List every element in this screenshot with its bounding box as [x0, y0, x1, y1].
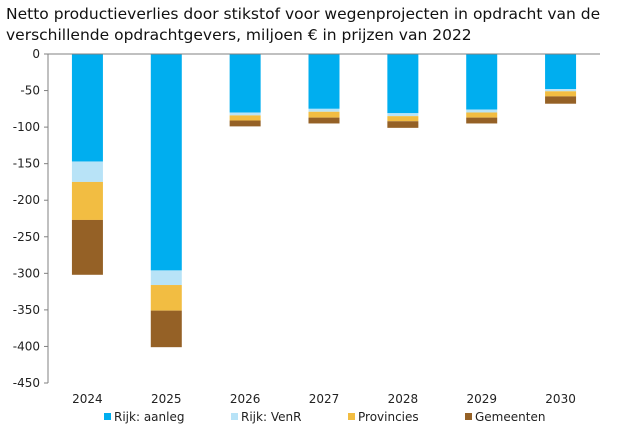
y-tick-label: -300 — [13, 266, 40, 280]
bar-2026-series-0 — [229, 54, 261, 113]
bar-2028-series-3 — [387, 121, 419, 128]
legend-swatch-0 — [104, 413, 111, 420]
legend-label-0: Rijk: aanleg — [114, 410, 184, 424]
y-tick-label: -250 — [13, 230, 40, 244]
bars-layer — [71, 54, 577, 348]
bar-2028-series-0 — [387, 54, 419, 114]
x-tick-label: 2026 — [230, 392, 261, 406]
y-tick-label: -50 — [20, 84, 40, 98]
chart-title: Netto productieverlies door stikstof voo… — [6, 5, 601, 44]
y-tick-label: -200 — [13, 193, 40, 207]
bar-2027-series-2 — [308, 111, 340, 118]
bar-2024-series-1 — [71, 161, 103, 182]
x-tick-label: 2029 — [466, 392, 497, 406]
legend-swatch-1 — [231, 413, 238, 420]
x-tick-label: 2027 — [309, 392, 340, 406]
bar-2025-series-3 — [150, 310, 182, 348]
y-tick-label: -400 — [13, 339, 40, 353]
bar-2029-series-2 — [466, 112, 498, 118]
bar-2027-series-3 — [308, 117, 340, 124]
legend-label-3: Gemeenten — [475, 410, 545, 424]
bar-2030-series-1 — [545, 89, 577, 92]
axes-layer: 0 -50 -100 -150 -200 -250 -300 -350 -400 -450 2024… — [13, 47, 600, 406]
legend-label-2: Provincies — [358, 410, 419, 424]
bar-2025-series-2 — [150, 285, 182, 311]
bar-2025-series-0 — [150, 54, 182, 271]
x-tick-label: 2028 — [388, 392, 419, 406]
bar-2025-series-1 — [150, 270, 182, 286]
bar-2027-series-0 — [308, 54, 340, 109]
bar-2026-series-1 — [229, 112, 261, 116]
legend-label-1: Rijk: VenR — [241, 410, 301, 424]
bar-2027-series-1 — [308, 108, 340, 112]
bar-2028-series-1 — [387, 113, 419, 117]
bar-2024-series-2 — [71, 181, 103, 220]
bar-2026-series-2 — [229, 115, 261, 121]
bar-2029-series-1 — [466, 109, 498, 113]
x-tick-label: 2025 — [151, 392, 182, 406]
x-tick-label: 2030 — [545, 392, 576, 406]
y-tick-label: -450 — [13, 376, 40, 390]
legend: Rijk: aanleg Rijk: VenR Provincies Gemeente… — [104, 410, 545, 424]
y-tick-label: -100 — [13, 120, 40, 134]
bar-2030-series-0 — [545, 54, 577, 90]
legend-swatch-3 — [465, 413, 472, 420]
bar-2029-series-0 — [466, 54, 498, 110]
bar-2028-series-2 — [387, 116, 419, 122]
bar-2030-series-3 — [545, 96, 577, 104]
bar-2024-series-0 — [71, 54, 103, 162]
x-tick-label: 2024 — [72, 392, 103, 406]
bar-2029-series-3 — [466, 117, 498, 124]
y-tick-label: -150 — [13, 157, 40, 171]
y-tick-label: 0 — [32, 47, 40, 61]
bar-2026-series-3 — [229, 120, 261, 127]
legend-swatch-2 — [348, 413, 355, 420]
bar-2024-series-3 — [71, 219, 103, 275]
bar-2030-series-2 — [545, 91, 577, 97]
y-tick-label: -350 — [13, 303, 40, 317]
